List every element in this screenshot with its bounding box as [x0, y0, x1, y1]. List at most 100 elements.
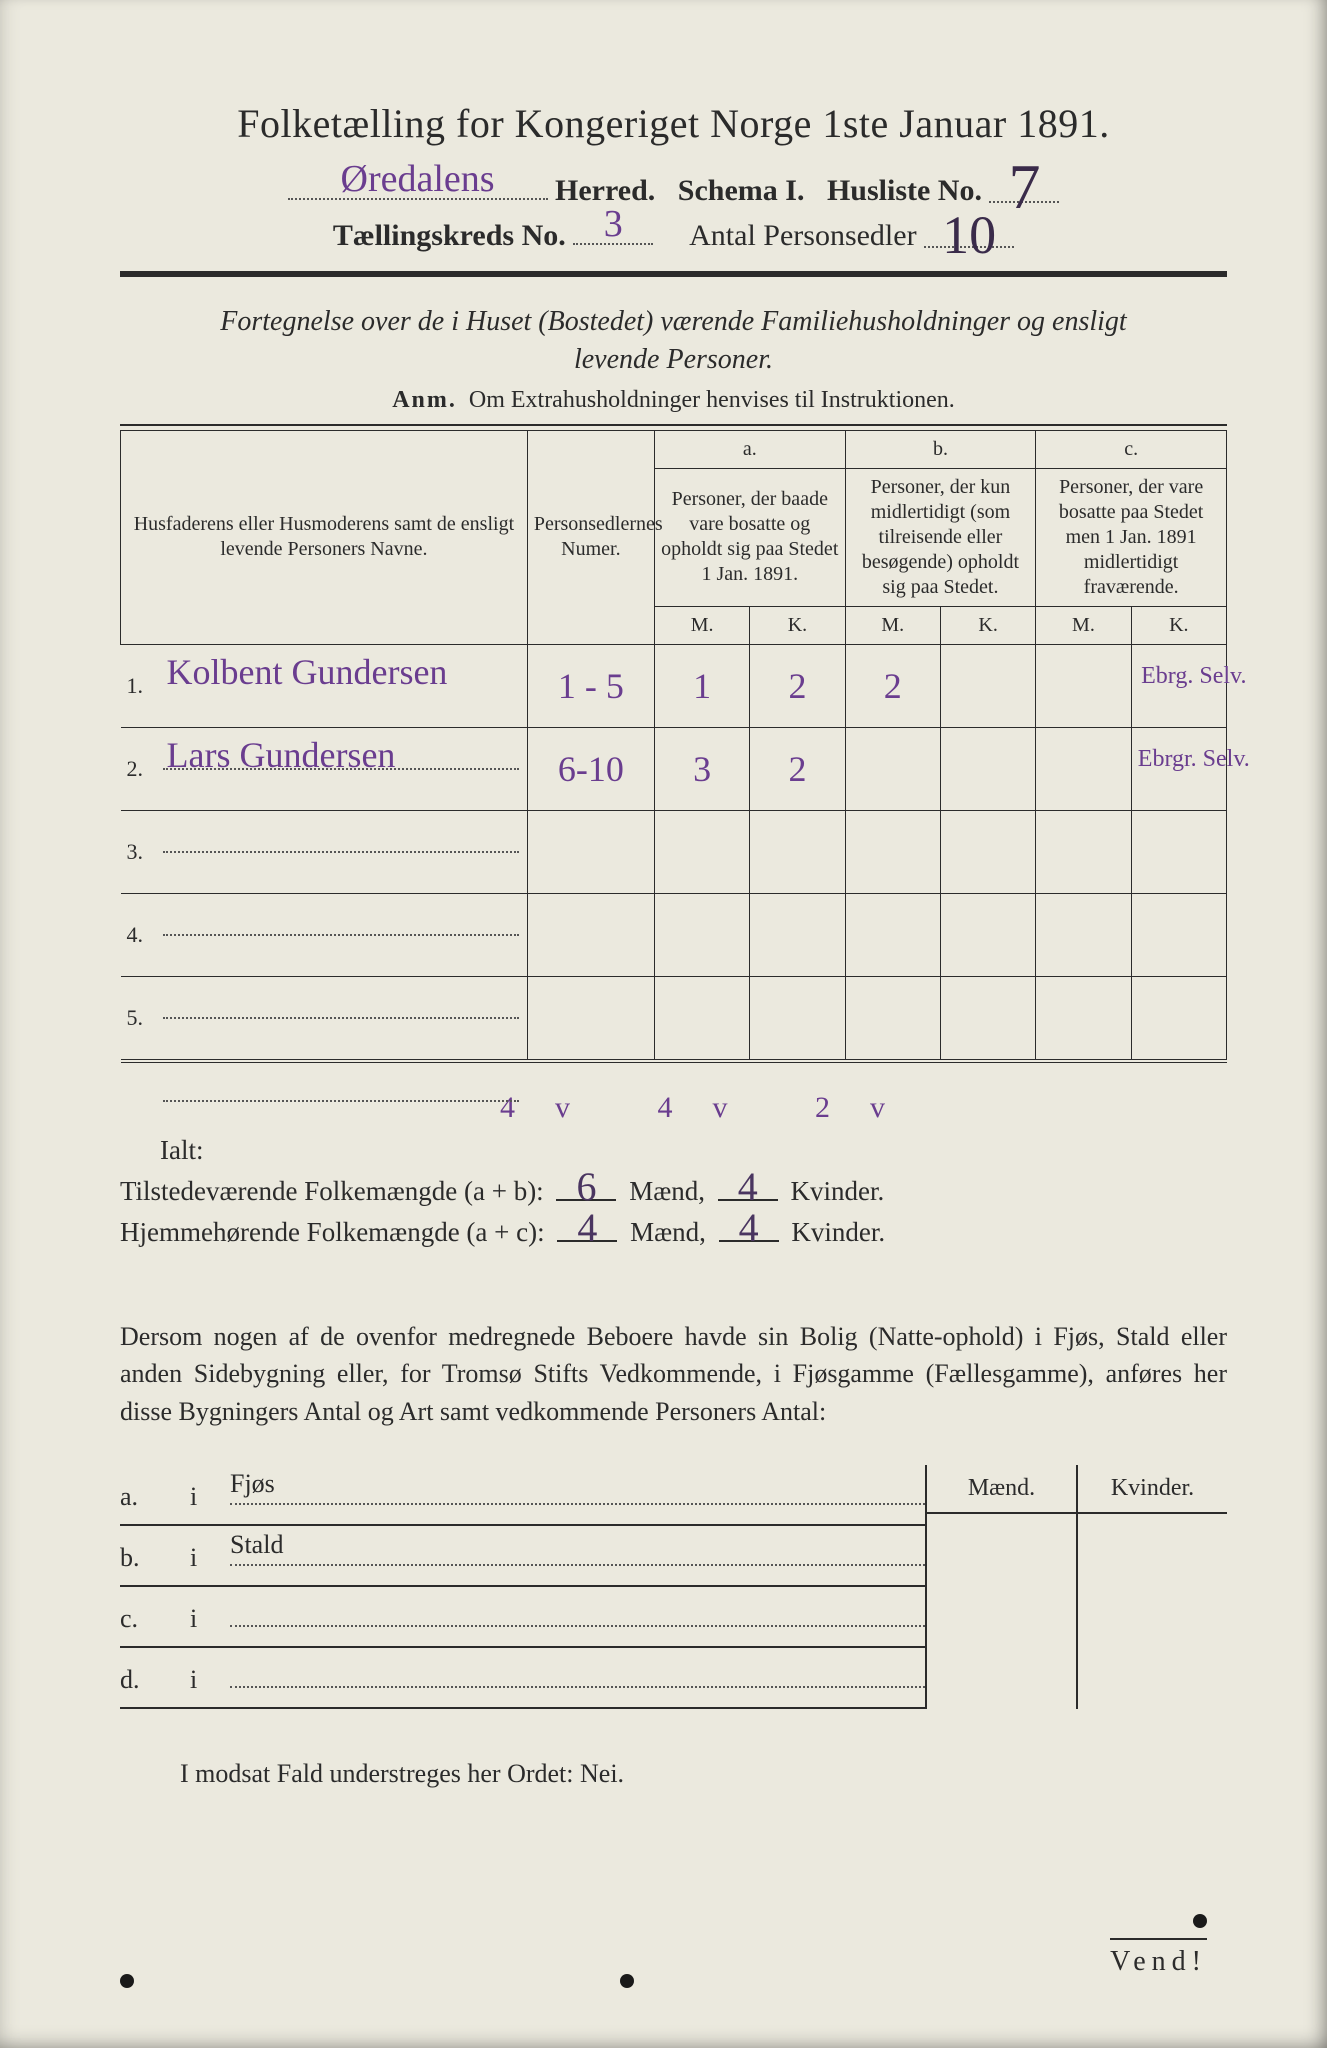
person-name: Kolbent Gundersen — [167, 651, 448, 693]
head-numer: Personsedlernes Numer. — [527, 430, 654, 644]
outb-col-kvinder: Kvinder. — [1078, 1465, 1227, 1709]
outb-row: a. i Fjøs — [120, 1465, 925, 1526]
subtitle: Fortegnelse over de i Huset (Bostedet) v… — [180, 303, 1167, 379]
a-m-cell: 3 — [654, 727, 749, 810]
b-m-cell — [845, 727, 940, 810]
maend-label: Mænd, — [630, 1217, 706, 1247]
header-line-2: Øredalens Herred. Schema I. Husliste No.… — [120, 171, 1227, 208]
numer-cell — [527, 893, 654, 976]
head-name: Husfaderens eller Husmoderens samt de en… — [121, 430, 528, 644]
head-c-text: Personer, der vare bosatte paa Stedet me… — [1036, 468, 1227, 606]
head-b-k: K. — [940, 606, 1035, 644]
anm-note: Anm. Om Extrahusholdninger henvises til … — [120, 387, 1227, 414]
kvinder-label: Kvinder. — [790, 1176, 884, 1206]
head-a-text: Personer, der baade vare bosatte og opho… — [654, 468, 845, 606]
outbuildings-rows: a. i Fjøs b. i Stald c. i d. i — [120, 1465, 925, 1709]
outbuildings-cols: Mænd. Kvinder. — [925, 1465, 1227, 1709]
husliste-label: Husliste No. — [827, 174, 982, 207]
b-k-cell — [940, 976, 1035, 1061]
header-line-3: Tællingskreds No. 3 Antal Personsedler 1… — [120, 216, 1227, 253]
name-cell: 5. — [121, 976, 528, 1061]
a-k-cell: 2 — [750, 644, 845, 727]
ink-dot — [620, 1974, 634, 1988]
c-k-cell: Ebrg. Selv. — [1131, 644, 1226, 727]
outb-row-text: Fjøs — [230, 1477, 925, 1505]
numer-cell: 6-10 — [527, 727, 654, 810]
name-cell: 3. — [121, 810, 528, 893]
outb-row: c. i — [120, 1587, 925, 1648]
totals-block: 4v 4v 2v Ialt: Tilstedeværende Folkemæng… — [120, 1091, 1227, 1248]
outb-row-i: i — [190, 1665, 230, 1695]
a-k-cell: 2 — [750, 727, 845, 810]
a-m-cell — [654, 810, 749, 893]
outb-row-letter: b. — [120, 1543, 190, 1573]
outb-row-letter: a. — [120, 1482, 190, 1512]
kreds-label: Tællingskreds No. — [333, 219, 566, 252]
outb-row-i: i — [190, 1543, 230, 1573]
hjemme-m: 4 — [557, 1220, 617, 1242]
head-b-letter: b. — [845, 430, 1036, 468]
herred-value: Øredalens — [288, 157, 548, 201]
row-number: 5. — [127, 1005, 155, 1031]
row-annotation: Ebrgr. Selv. — [1122, 746, 1266, 773]
outb-col-maend: Mænd. — [927, 1465, 1078, 1709]
table-row: 1. Kolbent Gundersen 1 - 5 1 2 2 Ebrg. S… — [121, 644, 1227, 727]
head-b-m: M. — [845, 606, 940, 644]
b-k-cell — [940, 893, 1035, 976]
c-m-cell — [1036, 644, 1131, 727]
outb-row-i: i — [190, 1604, 230, 1634]
b-m-cell — [845, 810, 940, 893]
outb-row-text — [230, 1599, 925, 1627]
table-row: 4. — [121, 893, 1227, 976]
head-a-letter: a. — [654, 430, 845, 468]
outb-maend-label: Mænd. — [927, 1475, 1076, 1514]
b-k-cell — [940, 810, 1035, 893]
b-m-cell: 2 — [845, 644, 940, 727]
modsat-line: I modsat Fald understreges her Ordet: Ne… — [120, 1759, 1227, 1789]
a-k-cell — [750, 810, 845, 893]
numer-cell — [527, 976, 654, 1061]
outb-row-letter: d. — [120, 1665, 190, 1695]
divider — [120, 271, 1227, 277]
a-m-cell: 1 — [654, 644, 749, 727]
vend-label: Vend! — [1110, 1938, 1207, 1978]
b-k-cell — [940, 727, 1035, 810]
subtitle-line2: levende Personer. — [574, 344, 773, 375]
c-k-cell: Ebrgr. Selv. — [1131, 727, 1226, 810]
hjemme-k: 4 — [719, 1220, 779, 1242]
ialt-label: Ialt: — [160, 1135, 240, 1166]
anm-prefix: Anm. — [392, 387, 457, 413]
row-number: 3. — [127, 839, 155, 865]
b-m-cell — [845, 893, 940, 976]
page-title: Folketælling for Kongeriget Norge 1ste J… — [120, 100, 1227, 147]
hjemme-label: Hjemmehørende Folkemængde (a + c): — [120, 1217, 545, 1247]
antal-label: Antal Personsedler — [689, 219, 916, 252]
outb-row-letter: c. — [120, 1604, 190, 1634]
kvinder-label: Kvinder. — [791, 1217, 885, 1247]
head-b-text: Personer, der kun midlertidigt (som tilr… — [845, 468, 1036, 606]
row-number: 2. — [127, 756, 155, 782]
table-row: 5. — [121, 976, 1227, 1061]
name-cell: 1. Kolbent Gundersen — [121, 644, 528, 727]
head-c-m: M. — [1036, 606, 1131, 644]
subtitle-line1: Fortegnelse over de i Huset (Bostedet) v… — [220, 306, 1126, 337]
tilstede-k: 4 — [718, 1179, 778, 1201]
a-m-cell — [654, 976, 749, 1061]
totals-checkmarks: 4v 4v 2v — [500, 1091, 1227, 1125]
kreds-value: 3 — [573, 202, 653, 246]
a-k-cell — [750, 976, 845, 1061]
b-m-cell — [845, 976, 940, 1061]
name-cell: 4. — [121, 893, 528, 976]
ink-dot — [120, 1974, 134, 1988]
c-m-cell — [1036, 810, 1131, 893]
b-k-cell — [940, 644, 1035, 727]
schema-label: Schema I. — [678, 174, 805, 207]
head-c-letter: c. — [1036, 430, 1227, 468]
outb-row-i: i — [190, 1482, 230, 1512]
row-annotation: Ebrg. Selv. — [1122, 663, 1266, 690]
divider — [120, 424, 1227, 426]
outb-row-text — [230, 1660, 925, 1688]
outbuildings-block: a. i Fjøs b. i Stald c. i d. i Mænd. Kvind… — [120, 1465, 1227, 1709]
row-number: 1. — [127, 673, 155, 699]
outb-row-text: Stald — [230, 1538, 925, 1566]
